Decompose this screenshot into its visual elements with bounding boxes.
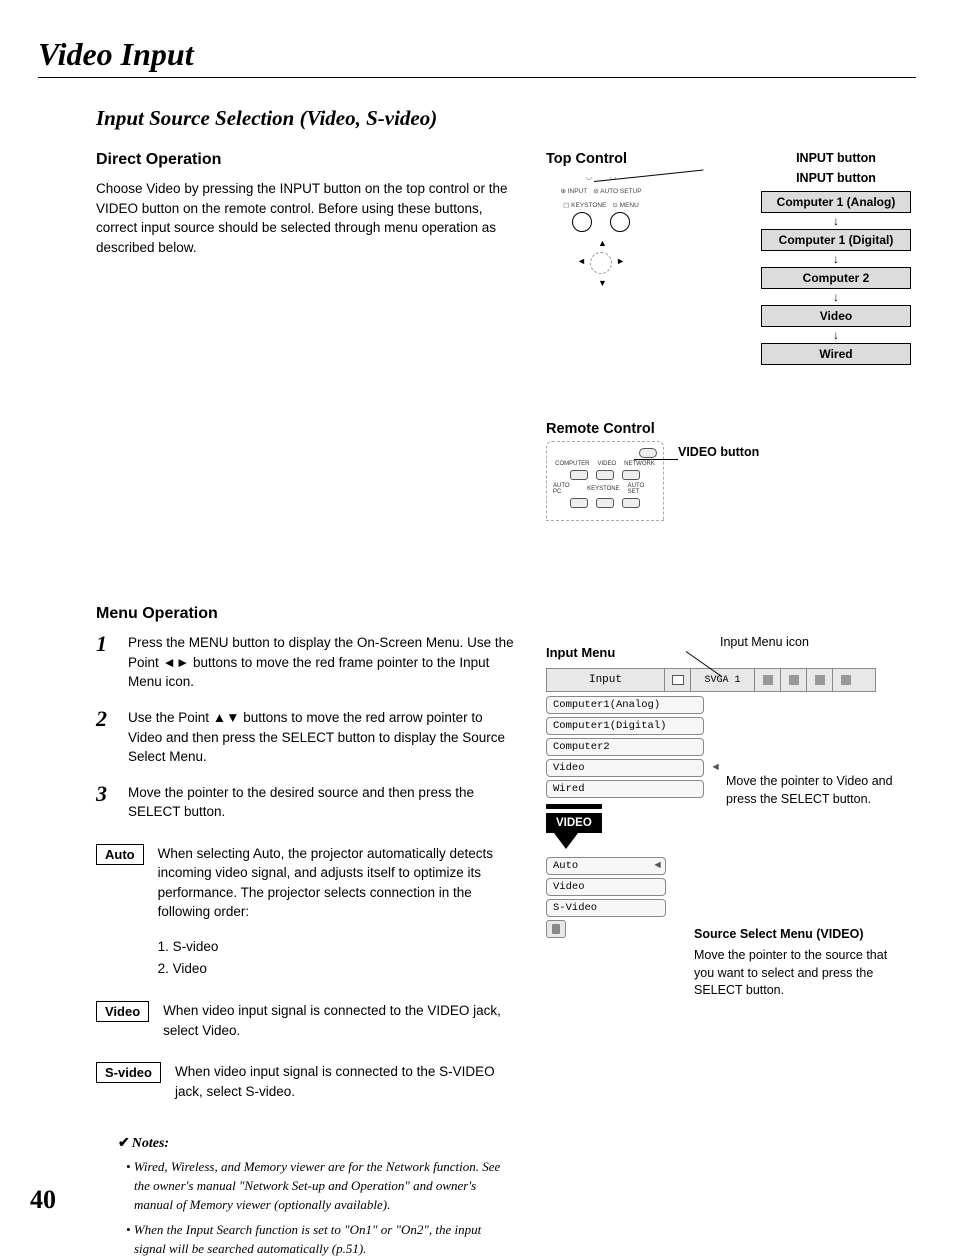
- menu-bar-icon-5: [833, 669, 859, 691]
- tc-auto-label: ⊘ AUTO SETUP: [593, 187, 641, 195]
- auto-text: When selecting Auto, the projector autom…: [158, 844, 516, 922]
- menu-item-computer1-analog: Computer1(Analog): [546, 696, 704, 714]
- auto-label: Auto: [96, 844, 144, 865]
- dpad-icon: ▲ ▼ ◄ ►: [571, 238, 631, 288]
- source-select-menu: Auto Video S-Video: [546, 857, 666, 938]
- title-rule: [38, 77, 916, 78]
- flow-arrow-icon: ↓: [756, 329, 916, 341]
- step-3: 3 Move the pointer to the desired source…: [96, 783, 516, 822]
- input-menu-block: Input Menu icon Input Menu Input SVGA 1 …: [546, 645, 916, 938]
- remote-control-label: Remote Control: [546, 421, 916, 437]
- tc-keystone-label: ▢ KEYSTONE: [563, 201, 606, 209]
- video-text: When video input signal is connected to …: [163, 1001, 516, 1040]
- flow-box-computer1-analog: Computer 1 (Analog): [761, 191, 911, 213]
- step-number-3: 3: [96, 783, 110, 822]
- menu-bar-input-cell: Input: [547, 669, 665, 691]
- menu-operation-heading: Menu Operation: [96, 605, 516, 623]
- remote-autopc-label: AUTO PC: [553, 483, 579, 495]
- direct-operation-heading: Direct Operation: [96, 151, 516, 169]
- top-control-label: Top Control: [546, 151, 656, 167]
- input-menu-icon-caption: Input Menu icon: [720, 635, 809, 649]
- remote-computer-label: COMPUTER: [555, 461, 589, 467]
- flow-box-computer2: Computer 2: [761, 267, 911, 289]
- remote-video-label: VIDEO: [598, 461, 617, 467]
- menu-bar-icon-1: [665, 669, 691, 691]
- flow-box-video: Video: [761, 305, 911, 327]
- direct-operation-text: Choose Video by pressing the INPUT butto…: [96, 179, 516, 257]
- step-1-text: Press the MENU button to display the On-…: [128, 633, 516, 692]
- menu-bar-icon-4: [807, 669, 833, 691]
- note-2: • When the Input Search function is set …: [118, 1221, 516, 1259]
- definition-auto: Auto When selecting Auto, the projector …: [96, 844, 516, 979]
- src-footer-icon: [546, 920, 566, 938]
- down-arrow-icon: [554, 833, 578, 849]
- step-number-2: 2: [96, 708, 110, 767]
- input-button-flow: INPUT button INPUT button Computer 1 (An…: [756, 151, 916, 365]
- input-menu-list: Computer1(Analog) Computer1(Digital) Com…: [546, 696, 704, 798]
- src-item-auto: Auto: [546, 857, 666, 875]
- callout-line-2: [634, 459, 678, 460]
- src-item-svideo: S-Video: [546, 899, 666, 917]
- remote-control-block: COMPUTER VIDEO NETWORK AUTO PC KEYSTONE …: [546, 441, 916, 521]
- remote-network-label: NETWORK: [624, 461, 655, 467]
- remote-keystone-label: KEYSTONE: [587, 486, 620, 492]
- top-control-diagram: ◡◡ ⊕ INPUT ⊘ AUTO SETUP ▢ KEYSTONE ⊙ MEN…: [546, 173, 656, 293]
- video-button-callout: VIDEO button: [678, 445, 759, 459]
- section-title: Input Source Selection (Video, S-video): [96, 106, 916, 131]
- menu-item-wired: Wired: [546, 780, 704, 798]
- note-1: • Wired, Wireless, and Memory viewer are…: [118, 1158, 516, 1215]
- step-3-text: Move the pointer to the desired source a…: [128, 783, 516, 822]
- keystone-button-icon: [572, 212, 592, 232]
- step-2: 2 Use the Point ▲▼ buttons to move the r…: [96, 708, 516, 767]
- step-1: 1 Press the MENU button to display the O…: [96, 633, 516, 692]
- input-button-callout: INPUT button: [756, 151, 916, 165]
- step-number-1: 1: [96, 633, 110, 692]
- content-wrapper: Direct Operation Choose Video by pressin…: [96, 151, 916, 1259]
- flow-arrow-icon: ↓: [756, 215, 916, 227]
- definition-svideo: S-video When video input signal is conne…: [96, 1062, 516, 1101]
- input-button-header: INPUT button: [756, 171, 916, 185]
- left-column: Direct Operation Choose Video by pressin…: [96, 151, 516, 1259]
- remote-autoset-label: AUTO SET: [628, 483, 657, 495]
- step-2-text: Use the Point ▲▼ buttons to move the red…: [128, 708, 516, 767]
- notes-heading: Notes:: [118, 1135, 516, 1152]
- page-title: Video Input: [38, 36, 916, 73]
- input-menu-help-text: Move the pointer to Video and press the …: [726, 773, 894, 808]
- flow-arrow-icon: ↓: [756, 291, 916, 303]
- flow-box-wired: Wired: [761, 343, 911, 365]
- separator-bar: [546, 804, 602, 809]
- source-select-caption: Source Select Menu (VIDEO): [694, 927, 863, 941]
- page-number: 40: [30, 1185, 56, 1215]
- remote-control-diagram: COMPUTER VIDEO NETWORK AUTO PC KEYSTONE …: [546, 441, 664, 521]
- flow-box-computer1-digital: Computer 1 (Digital): [761, 229, 911, 251]
- menu-bar: Input SVGA 1: [546, 668, 876, 692]
- auto-list-2: 2. Video: [158, 958, 516, 980]
- source-select-text: Move the pointer to the source that you …: [694, 947, 894, 1000]
- menu-item-video: Video: [546, 759, 704, 777]
- notes-block: Notes: • Wired, Wireless, and Memory vie…: [118, 1135, 516, 1258]
- definition-video: Video When video input signal is connect…: [96, 1001, 516, 1040]
- menu-bar-icon-2: [755, 669, 781, 691]
- svideo-label: S-video: [96, 1062, 161, 1083]
- tc-menu-label: ⊙ MENU: [612, 201, 638, 209]
- src-item-video: Video: [546, 878, 666, 896]
- menu-item-computer2: Computer2: [546, 738, 704, 756]
- menu-button-icon: [610, 212, 630, 232]
- auto-list-1: 1. S-video: [158, 936, 516, 958]
- svideo-text: When video input signal is connected to …: [175, 1062, 516, 1101]
- video-tag: VIDEO: [546, 813, 602, 833]
- menu-bar-icon-3: [781, 669, 807, 691]
- menu-bar-svga-cell: SVGA 1: [691, 669, 755, 691]
- right-column: Top Control ◡◡ ⊕ INPUT ⊘ AUTO SETUP ▢ KE…: [546, 151, 916, 1259]
- menu-item-computer1-digital: Computer1(Digital): [546, 717, 704, 735]
- tc-input-label: ⊕ INPUT: [560, 187, 587, 195]
- video-label: Video: [96, 1001, 149, 1022]
- flow-arrow-icon: ↓: [756, 253, 916, 265]
